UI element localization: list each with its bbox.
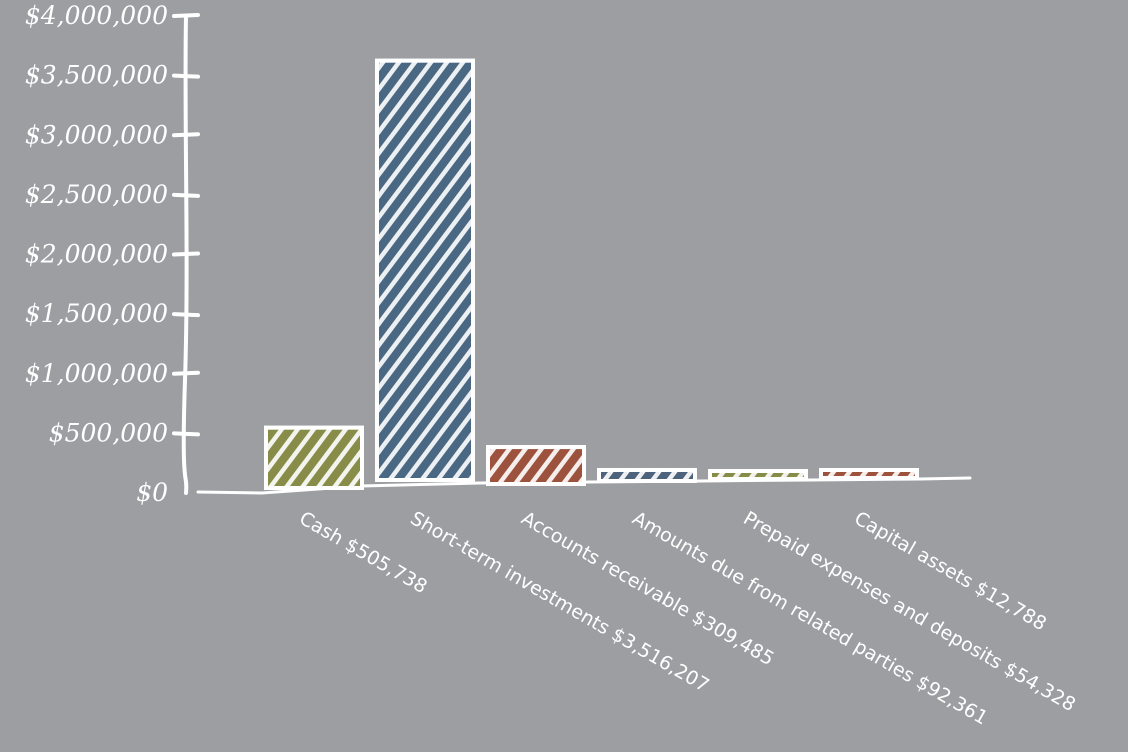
- bar: [264, 425, 364, 490]
- y-axis-line: [181, 14, 189, 495]
- category-label: Capital assets $12,788: [851, 507, 1051, 635]
- y-tick-label: $3,000,000: [25, 120, 168, 149]
- y-tick-label: $4,000,000: [25, 1, 168, 30]
- bar: [708, 469, 808, 481]
- bars: [264, 58, 919, 490]
- y-tick-label: $500,000: [49, 418, 168, 447]
- y-tick-mark: [172, 192, 200, 198]
- y-tick-mark: [172, 312, 200, 318]
- y-tick-labels: $0 $500,000 $1,000,000 $1,500,000 $2,000,000…: [25, 1, 168, 507]
- bar: [375, 58, 475, 482]
- y-tick-label: $1,500,000: [25, 299, 168, 328]
- y-tick-mark: [172, 132, 200, 138]
- y-tick-label: $2,000,000: [25, 240, 168, 269]
- y-tick-label: $2,500,000: [25, 180, 168, 209]
- y-tick-mark: [172, 251, 200, 257]
- y-tick-label: $0: [136, 478, 168, 507]
- bar-hatching: [377, 60, 473, 480]
- y-tick-mark: [172, 370, 200, 376]
- y-tick-label: $1,000,000: [25, 359, 168, 388]
- y-tick-mark: [172, 431, 200, 437]
- bar-hatching: [266, 427, 362, 488]
- y-tick-mark: [172, 73, 200, 79]
- y-tick-label: $3,500,000: [25, 61, 168, 90]
- y-axis: [172, 13, 200, 495]
- bar: [597, 467, 697, 484]
- bar-hatching: [488, 447, 584, 484]
- bar: [486, 445, 586, 486]
- y-tick-mark: [172, 13, 200, 18]
- bar: [819, 468, 919, 480]
